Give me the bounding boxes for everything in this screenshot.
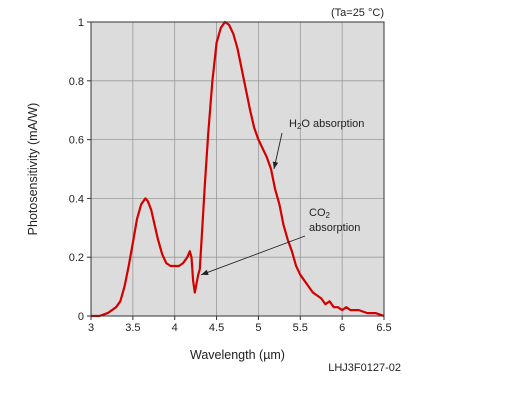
plot-frame [90,21,385,317]
annotation-h2o: H2O absorption [272,118,364,170]
photosensitivity-curve [91,20,385,318]
x-axis-label: Wavelength (µm) [190,348,285,362]
annotation-co2-arrowhead [201,269,209,275]
x-tick-label: 3 [88,322,94,334]
x-tick-label: 6.5 [376,322,391,334]
annotation-h2o-arrowhead [272,161,279,169]
annotation-co2-arrow [200,235,306,276]
x-tick-label: 5.5 [293,322,308,334]
figure-id: LHJ3F0127-02 [328,362,401,374]
y-tick-label: 0.8 [69,76,84,88]
y-axis-ticks: 0 0.2 0.4 0.6 0.8 1 [69,17,91,323]
annotation-co2-label: CO2 [309,207,331,220]
plot-area [91,22,384,316]
x-tick-label: 4 [172,322,178,334]
x-tick-label: 4.5 [209,322,224,334]
annotation-co2-label-line2: absorption [309,222,360,234]
y-tick-label: 0.4 [69,193,84,205]
y-axis-label: Photosensitivity (mA/W) [26,103,40,236]
x-tick-label: 5 [255,322,261,334]
y-tick-label: 0.2 [69,252,84,264]
y-tick-label: 0.6 [69,135,84,147]
grid [91,22,384,316]
annotation-co2: CO2 absorption [200,207,360,276]
y-tick-label: 1 [78,17,84,29]
x-tick-label: 6 [339,322,345,334]
x-axis-ticks: 3 3.5 4 4.5 5 5.5 6 6.5 [88,316,392,334]
x-tick-label: 3.5 [125,322,140,334]
y-tick-label: 0 [78,311,84,323]
temperature-condition: (Ta=25 °C) [331,7,384,19]
annotation-h2o-label: H2O absorption [289,118,364,131]
